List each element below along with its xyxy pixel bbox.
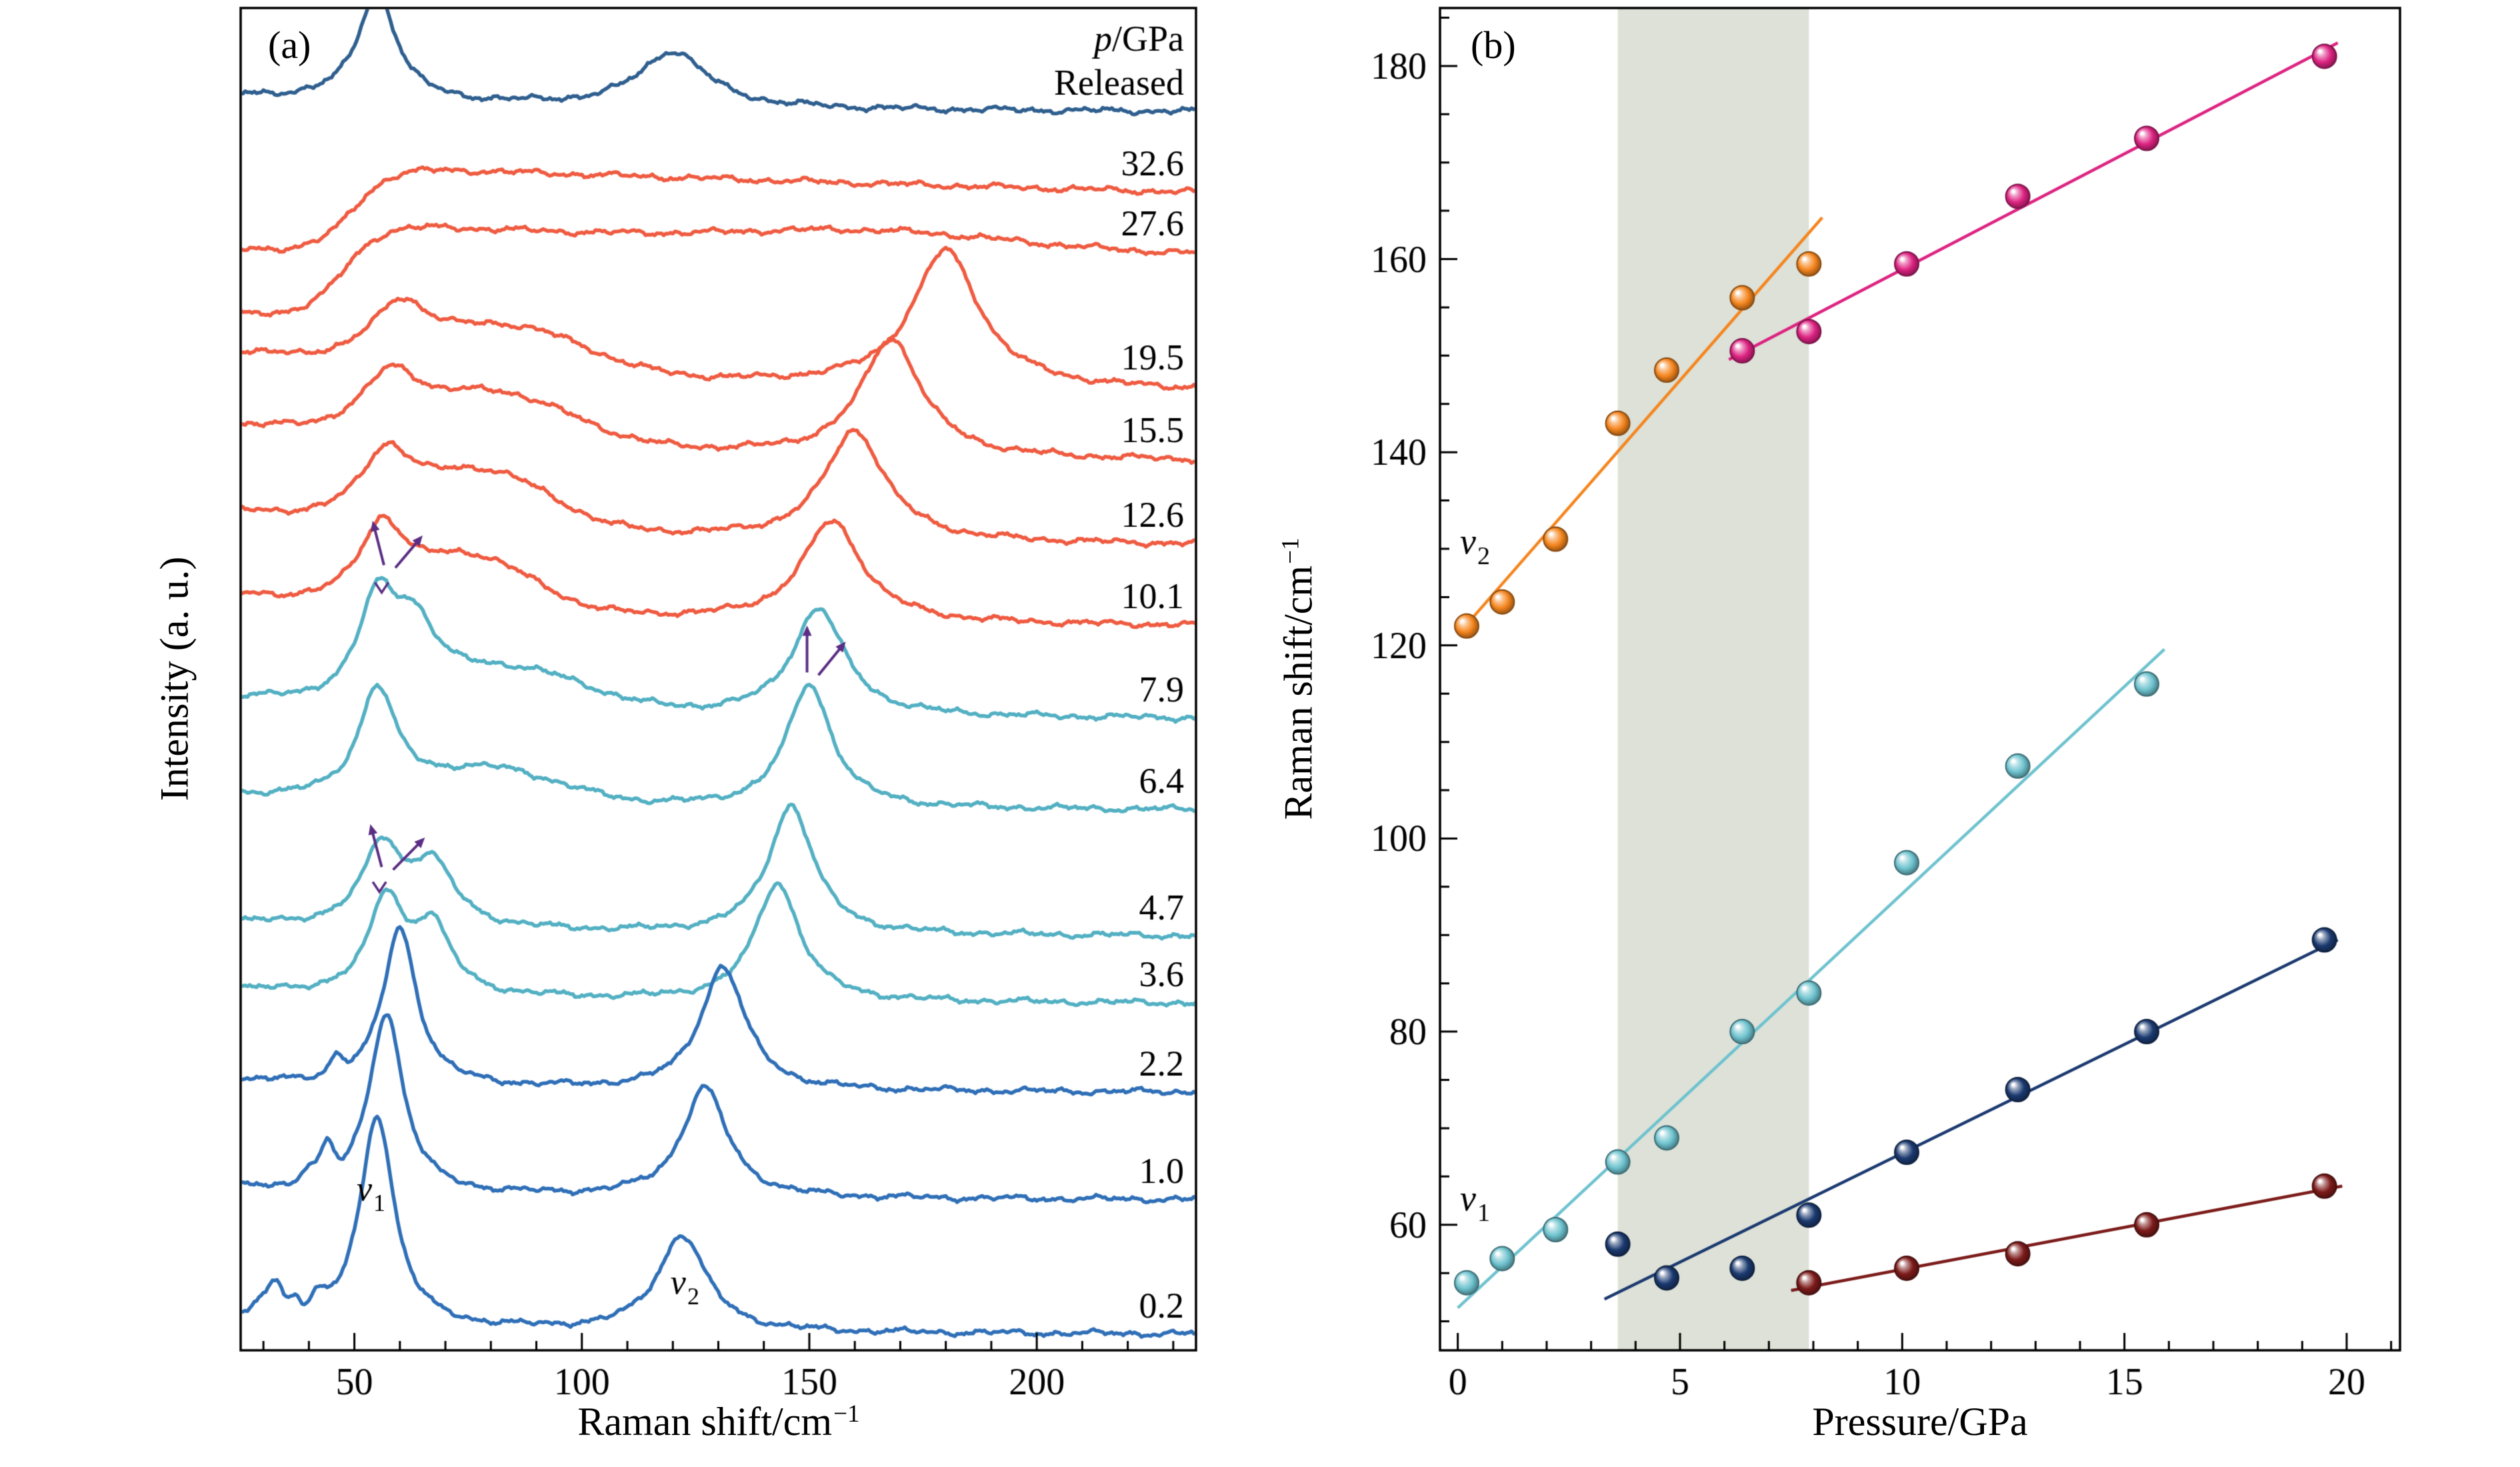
raman-pressure-figure: (a) (b) Raman shift/cm−1 Intensity (a. u… [0, 0, 2520, 1467]
figure-canvas [0, 0, 2520, 1467]
